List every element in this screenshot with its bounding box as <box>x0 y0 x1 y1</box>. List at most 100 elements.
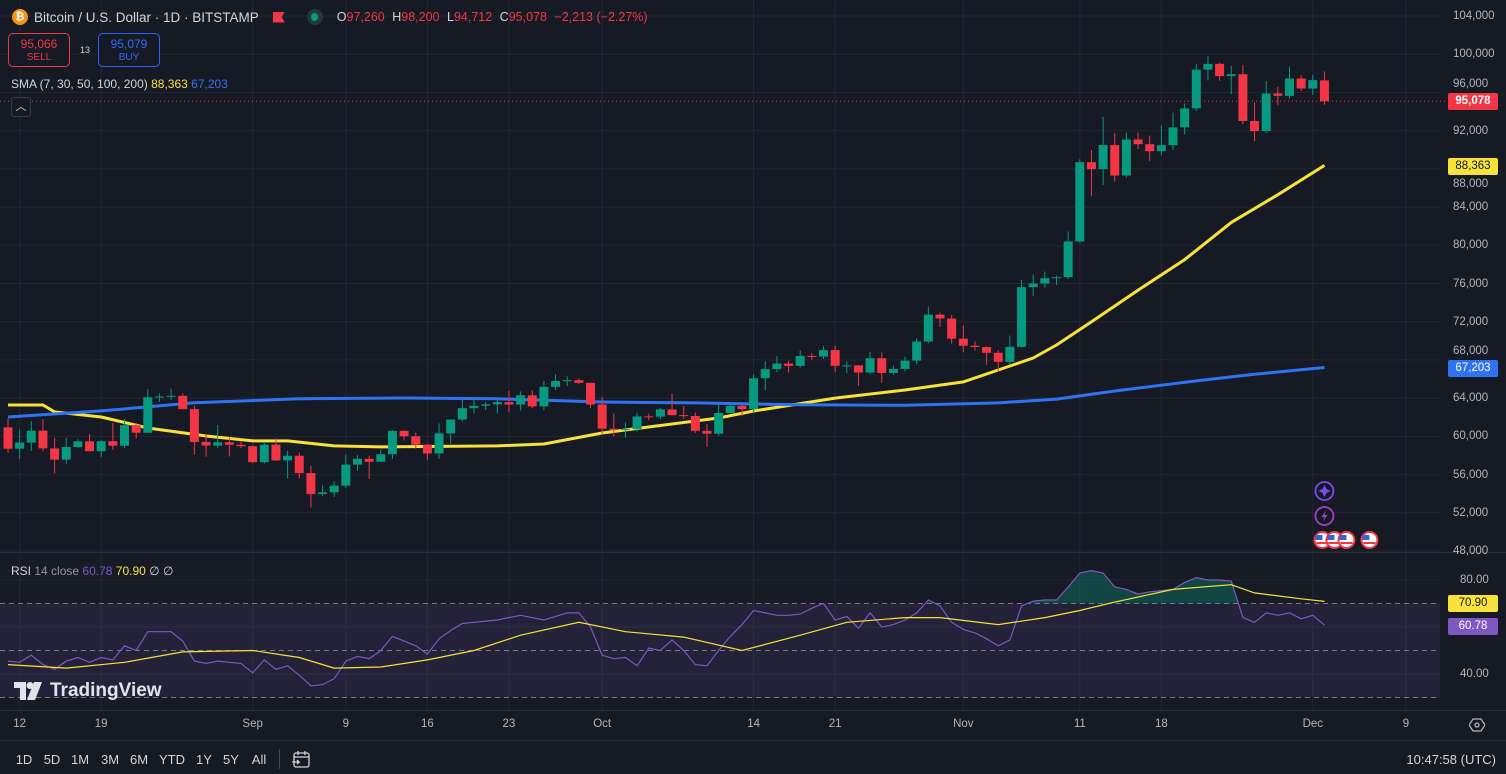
ohlc-values: O97,260 H98,200 L94,712 C95,078 −2,213 (… <box>337 10 652 24</box>
sma-legend[interactable]: SMA (7, 30, 50, 100, 200) 88,363 67,203 <box>11 77 228 91</box>
rsi-axis-label: 60.78 <box>1448 618 1498 635</box>
candle-down <box>1133 139 1143 145</box>
candle-up <box>865 358 875 373</box>
candle-down <box>294 455 304 474</box>
tradingview-logo-text: TradingView <box>50 680 162 701</box>
candle-down <box>85 441 95 452</box>
candle-down <box>1086 162 1096 170</box>
last-price-label: 95,078 <box>1448 93 1498 110</box>
candle-up <box>1285 78 1294 96</box>
clock[interactable]: 10:47:58 (UTC) <box>1406 752 1496 767</box>
candle-down <box>935 314 945 319</box>
candle-up <box>434 433 444 454</box>
sell-label: SELL <box>26 52 52 63</box>
market-status-icon[interactable] <box>306 9 323 25</box>
candle-down <box>970 345 980 348</box>
range-button-5y[interactable]: 5Y <box>223 752 239 767</box>
buy-label: BUY <box>118 52 140 63</box>
candle-down <box>1319 80 1329 102</box>
range-button-3m[interactable]: 3M <box>100 752 120 767</box>
candle-down <box>527 395 537 407</box>
candle-up <box>725 405 735 413</box>
us-flag-stripe <box>1340 542 1353 544</box>
price-axis-label: 80,000 <box>1453 239 1489 252</box>
time-axis-label: 23 <box>502 718 516 730</box>
us-flag-canton <box>1327 535 1335 540</box>
change-value: −2,213 (−2.27%) <box>554 10 648 24</box>
candle-up <box>446 419 456 434</box>
candle-up <box>562 380 572 382</box>
candle-up <box>154 396 164 398</box>
candle-up <box>655 409 665 417</box>
candle-down <box>271 444 281 461</box>
candle-up <box>61 447 71 460</box>
bitcoin-icon: ₿ <box>12 9 28 25</box>
us-flag-stripe <box>1363 542 1376 544</box>
rsi-ma-axis-label: 70.90 <box>1448 595 1498 612</box>
time-axis-label: 19 <box>94 718 108 730</box>
candle-up <box>259 444 269 463</box>
candle-up <box>1203 63 1213 70</box>
us-flag-stripe <box>1316 542 1329 544</box>
candle-up <box>73 441 83 448</box>
candle-down <box>504 402 514 405</box>
candle-up <box>1005 346 1015 362</box>
candle-down <box>644 416 654 418</box>
candle-up <box>819 350 828 357</box>
candle-up <box>1098 145 1108 170</box>
range-button-6m[interactable]: 6M <box>129 752 149 767</box>
candle-down <box>50 448 60 460</box>
candle-down <box>411 436 421 445</box>
candle-up <box>1121 139 1131 176</box>
sma-yellow-price-label: 88,363 <box>1448 158 1498 175</box>
buy-button[interactable]: 95,079 BUY <box>98 33 160 67</box>
rsi-axis-tick: 40.00 <box>1460 668 1489 680</box>
candle-up <box>912 341 922 361</box>
candle-up <box>329 485 339 493</box>
toolbar-divider <box>279 749 280 769</box>
candle-down <box>364 458 374 462</box>
collapse-legend-button[interactable]: ︿ <box>11 97 31 117</box>
candle-up <box>387 430 397 455</box>
price-axis-label: 72,000 <box>1453 315 1489 328</box>
range-button-1y[interactable]: 1Y <box>196 752 212 767</box>
range-button-all[interactable]: All <box>251 752 267 767</box>
candle-up <box>120 425 129 446</box>
candle-up <box>1191 69 1201 109</box>
candle-up <box>143 397 153 433</box>
rsi-legend[interactable]: RSI 14 close 60.78 70.90 ∅ ∅ <box>11 564 173 578</box>
settings-icon[interactable] <box>1469 717 1485 733</box>
time-axis-label: 12 <box>13 718 27 730</box>
calendar-goto-icon[interactable] <box>291 749 311 769</box>
candle-down <box>3 427 13 449</box>
range-button-1d[interactable]: 1D <box>15 752 33 767</box>
price-axis-label: 52,000 <box>1453 506 1489 519</box>
range-button-ytd[interactable]: YTD <box>159 752 185 767</box>
rsi-value: 60.78 <box>82 564 113 578</box>
time-axis-label: 18 <box>1154 718 1168 730</box>
flag-icon[interactable] <box>272 11 285 23</box>
candle-up <box>1308 80 1318 89</box>
candle-up <box>900 360 910 369</box>
candle-up <box>714 412 724 434</box>
candle-down <box>993 352 1003 362</box>
rsi-extra-2: ∅ <box>162 564 174 578</box>
candle-down <box>597 404 607 429</box>
range-button-1m[interactable]: 1M <box>70 752 90 767</box>
candle-down <box>958 338 968 346</box>
range-button-5d[interactable]: 5D <box>43 752 61 767</box>
rsi-line <box>7 569 1325 687</box>
candle-up <box>469 405 479 409</box>
lightning-icon <box>1321 510 1328 522</box>
price-axis-label: 68,000 <box>1453 345 1489 357</box>
high-label: H <box>392 10 402 24</box>
chart-canvas[interactable] <box>0 0 1506 740</box>
sell-button[interactable]: 95,066 SELL <box>8 33 70 67</box>
candle-up <box>1156 145 1166 152</box>
tradingview-logo[interactable]: TradingView <box>14 680 162 702</box>
symbol-title[interactable]: Bitcoin / U.S. Dollar · 1D · BITSTAMP <box>34 9 259 25</box>
candle-up <box>888 368 898 373</box>
low-value: 94,712 <box>453 10 493 24</box>
candle-down <box>679 415 689 417</box>
sma-label: SMA (7, 30, 50, 100, 200) <box>11 77 148 91</box>
